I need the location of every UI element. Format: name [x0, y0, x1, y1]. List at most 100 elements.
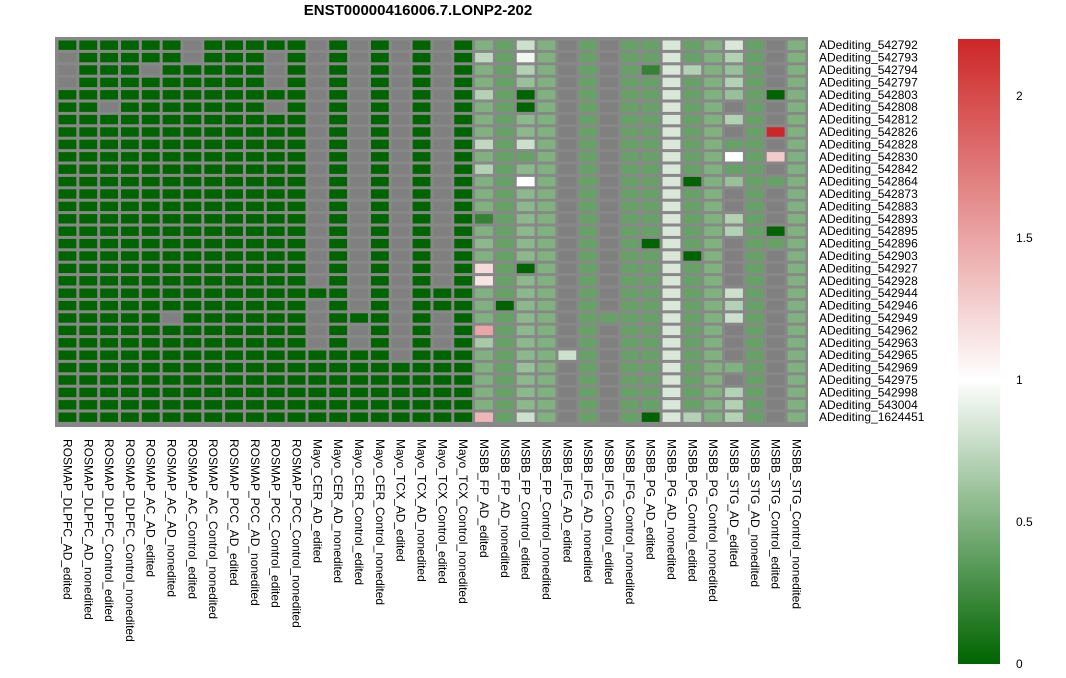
heatmap-cell — [641, 238, 660, 249]
row-label: ADediting_542864 — [819, 175, 918, 189]
heatmap-cell — [79, 201, 98, 212]
column-label: Mayo_TCX_Control_nonedited — [456, 439, 470, 604]
row-labels: ADediting_542792ADediting_542793ADeditin… — [819, 38, 925, 424]
heatmap-cell — [495, 338, 514, 348]
heatmap-cell — [245, 412, 264, 422]
heatmap-cell — [433, 412, 452, 422]
heatmap-cell — [495, 226, 514, 236]
heatmap-cell — [370, 313, 389, 323]
heatmap-cell — [495, 114, 514, 125]
heatmap-cell — [245, 263, 264, 274]
heatmap-cell — [412, 226, 431, 236]
heatmap-cell — [100, 40, 118, 50]
heatmap-cell — [308, 176, 327, 187]
heatmap-cell — [391, 164, 410, 174]
heatmap-cell — [579, 313, 598, 323]
heatmap-cell — [766, 313, 785, 323]
heatmap-cell — [495, 52, 514, 63]
heatmap-cell — [579, 201, 598, 212]
heatmap-cell — [329, 164, 348, 174]
heatmap-cell — [475, 350, 493, 360]
heatmap-cell — [558, 164, 577, 174]
heatmap-cell — [58, 152, 77, 162]
heatmap-cell — [766, 300, 785, 311]
heatmap-cell — [579, 127, 598, 137]
heatmap-cell — [308, 338, 327, 348]
heatmap-cell — [58, 226, 77, 236]
heatmap-cell — [537, 300, 556, 311]
heatmap-cell — [641, 325, 660, 336]
heatmap-cell — [370, 139, 389, 150]
heatmap-cell — [141, 300, 160, 311]
heatmap-cell — [683, 338, 702, 348]
heatmap-cell — [766, 152, 785, 162]
heatmap-cell — [350, 325, 368, 336]
heatmap-cell — [225, 139, 243, 150]
heatmap-cell — [350, 350, 368, 360]
heatmap-cell — [454, 90, 473, 100]
heatmap-cell — [120, 226, 139, 236]
heatmap-cell — [454, 214, 473, 224]
heatmap-cell — [766, 238, 785, 249]
heatmap-cell — [266, 114, 285, 125]
heatmap-cell — [204, 325, 223, 336]
heatmap-cell — [245, 201, 264, 212]
heatmap-cell — [495, 201, 514, 212]
heatmap-cell — [537, 325, 556, 336]
heatmap-cell — [558, 65, 577, 75]
heatmap-cell — [787, 350, 806, 360]
heatmap-cell — [391, 152, 410, 162]
heatmap-cell — [766, 226, 785, 236]
heatmap-cell — [704, 226, 723, 236]
heatmap-cell — [100, 52, 118, 63]
column-label: ROSMAP_DLPFC_AD_nonedited — [81, 439, 95, 620]
heatmap-cell — [162, 214, 181, 224]
heatmap-cell — [183, 263, 202, 274]
heatmap-cell — [745, 226, 764, 236]
heatmap-cell — [516, 276, 535, 286]
heatmap-cell — [704, 325, 723, 336]
heatmap-cell — [308, 288, 327, 298]
heatmap-cell — [537, 176, 556, 187]
heatmap-cell — [579, 226, 598, 236]
heatmap-cell — [141, 412, 160, 422]
heatmap-cell — [495, 152, 514, 162]
heatmap-cell — [766, 400, 785, 410]
heatmap-cell — [475, 251, 493, 261]
heatmap-cell — [620, 127, 639, 137]
heatmap-cell — [725, 387, 743, 398]
heatmap-cell — [454, 114, 473, 125]
heatmap-cell — [412, 276, 431, 286]
heatmap-cell — [787, 65, 806, 75]
heatmap-cell — [516, 164, 535, 174]
heatmap-cell — [745, 238, 764, 249]
heatmap-cell — [745, 139, 764, 150]
heatmap-cell — [558, 251, 577, 261]
heatmap-cell — [350, 238, 368, 249]
heatmap-cell — [58, 313, 77, 323]
heatmap-cell — [287, 288, 306, 298]
heatmap-cell — [245, 90, 264, 100]
heatmap-cell — [558, 400, 577, 410]
heatmap-cell — [287, 214, 306, 224]
heatmap-cell — [662, 90, 681, 100]
heatmap-cell — [454, 300, 473, 311]
heatmap-cell — [100, 375, 118, 385]
heatmap-cell — [725, 139, 743, 150]
heatmap-cell — [558, 40, 577, 50]
heatmap-cell — [704, 214, 723, 224]
heatmap-cell — [412, 251, 431, 261]
heatmap-cell — [204, 114, 223, 125]
heatmap-cell — [558, 90, 577, 100]
heatmap-cell — [620, 40, 639, 50]
heatmap-cell — [620, 313, 639, 323]
row-label: ADediting_542883 — [819, 199, 918, 213]
heatmap-cell — [579, 375, 598, 385]
heatmap-cell — [704, 52, 723, 63]
heatmap-cell — [58, 400, 77, 410]
heatmap-cell — [350, 139, 368, 150]
heatmap-cell — [412, 189, 431, 199]
heatmap-cell — [162, 325, 181, 336]
heatmap-cell — [120, 90, 139, 100]
heatmap-cell — [600, 139, 618, 150]
